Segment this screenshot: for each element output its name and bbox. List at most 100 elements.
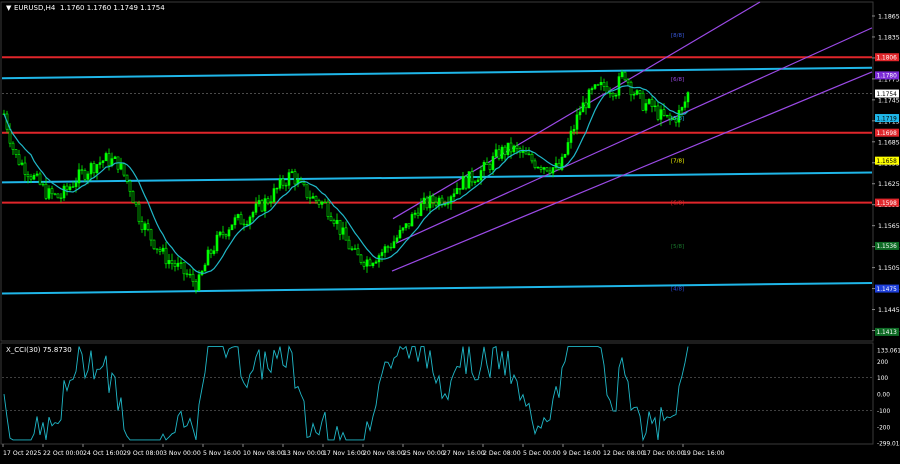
candle-body <box>515 145 519 149</box>
candle-body <box>35 173 39 176</box>
candle-body <box>524 151 528 155</box>
candle-body <box>368 259 372 267</box>
candle-body <box>32 174 36 180</box>
candle-body <box>209 249 213 254</box>
candle-body <box>338 219 342 235</box>
candle-body <box>20 162 24 165</box>
candle-body <box>473 181 477 183</box>
candle-body <box>497 149 501 159</box>
price-marker-box <box>875 71 899 80</box>
candle-body <box>62 185 66 199</box>
indicator-tick-label: -100 <box>877 409 890 415</box>
candle-body <box>653 105 657 108</box>
candle-body <box>143 223 147 231</box>
candle-body <box>224 234 228 237</box>
candle-body <box>263 198 267 212</box>
indicator-tick-label: 0.00 <box>877 393 890 399</box>
candle-body <box>575 114 579 130</box>
candle-body <box>362 262 366 267</box>
price-marker-box <box>875 156 899 165</box>
candle-body <box>329 216 333 222</box>
upper-trend-line <box>1 66 873 80</box>
price-markers: 1.1806 1.1780 1.1754 1.1719 1.1698 1.1658 1.15… <box>875 53 899 336</box>
candle-body <box>176 262 180 267</box>
candle-body <box>164 247 168 265</box>
candle-body <box>314 196 318 201</box>
candle-body <box>68 186 72 190</box>
candle-body <box>311 196 315 199</box>
symbol-title: EURUSD,H4 <box>14 4 56 12</box>
time-axis[interactable]: 17 Oct 2025 22 Oct 00:00 24 Oct 16:00 29 Oc… <box>2 444 725 457</box>
collapse-arrow-icon[interactable]: ▼ <box>6 4 12 12</box>
candle-body <box>584 102 588 109</box>
time-tick-label: 17 Dec 00:00 <box>643 450 685 457</box>
price-marker-box <box>875 114 899 123</box>
candle-body <box>635 90 639 95</box>
candle-body <box>47 188 51 199</box>
price-marker-label: 1.1536 <box>877 244 898 250</box>
candle-body <box>53 193 57 195</box>
candle-body <box>548 170 552 174</box>
candle-body <box>470 171 474 183</box>
time-tick-label: 22 Oct 00:00 <box>43 450 83 457</box>
candle-body <box>446 203 450 205</box>
candle-body <box>317 200 321 205</box>
candle-body <box>38 173 42 185</box>
candle-body <box>278 178 282 189</box>
candle-body <box>128 180 132 192</box>
price-marker-label: 1.1598 <box>877 201 898 207</box>
candle-body <box>14 149 18 155</box>
candle-body <box>335 219 339 224</box>
candle-body <box>353 248 357 250</box>
candle-body <box>371 262 375 267</box>
candle-body <box>230 224 234 231</box>
candle-body <box>386 246 390 248</box>
candle-body <box>527 153 531 156</box>
candle-body <box>539 167 543 170</box>
candle-body <box>455 188 459 195</box>
price-marker-box <box>875 89 899 98</box>
candle-body <box>545 167 549 172</box>
candle-body <box>608 92 612 95</box>
candle-body <box>422 197 426 204</box>
price-tick-label: 1.1505 <box>878 265 900 272</box>
candle-body <box>671 118 675 120</box>
time-tick-label: 20 Nov 08:00 <box>363 450 405 457</box>
candle-body <box>221 231 225 235</box>
candle-body <box>413 212 417 215</box>
candle-body <box>677 109 681 123</box>
candle-body <box>557 163 561 170</box>
candle-body <box>431 195 435 203</box>
candle-body <box>344 227 348 241</box>
price-marker-label: 1.1413 <box>877 330 898 336</box>
time-tick-label: 29 Oct 08:00 <box>123 450 163 457</box>
murrey-level-tag: [5/8] <box>671 244 684 250</box>
candle-body <box>29 176 33 180</box>
price-marker-box <box>875 284 899 293</box>
candle-body <box>152 239 156 250</box>
candle-body <box>632 94 636 96</box>
candle-body <box>374 261 378 264</box>
candle-body <box>347 239 351 250</box>
ohlc-readout: 1.1760 1.1760 1.1749 1.1754 <box>60 4 165 12</box>
candle-body <box>113 156 117 159</box>
candle-body <box>458 188 462 190</box>
price-tick-label: 1.1775 <box>878 76 900 83</box>
candlesticks <box>2 69 690 294</box>
candle-body <box>476 179 480 183</box>
candle-body <box>287 172 291 186</box>
price-marker-box <box>875 327 899 336</box>
candle-body <box>131 191 135 203</box>
candle-body <box>650 99 654 107</box>
candle-body <box>251 212 255 218</box>
candle-body <box>494 149 498 157</box>
price-tick-label: 1.1865 <box>878 13 900 20</box>
candle-body <box>26 174 30 178</box>
time-tick-label: 17 Nov 16:00 <box>323 450 365 457</box>
candle-body <box>11 142 15 150</box>
cci-line <box>3 345 689 442</box>
candle-body <box>668 114 672 120</box>
